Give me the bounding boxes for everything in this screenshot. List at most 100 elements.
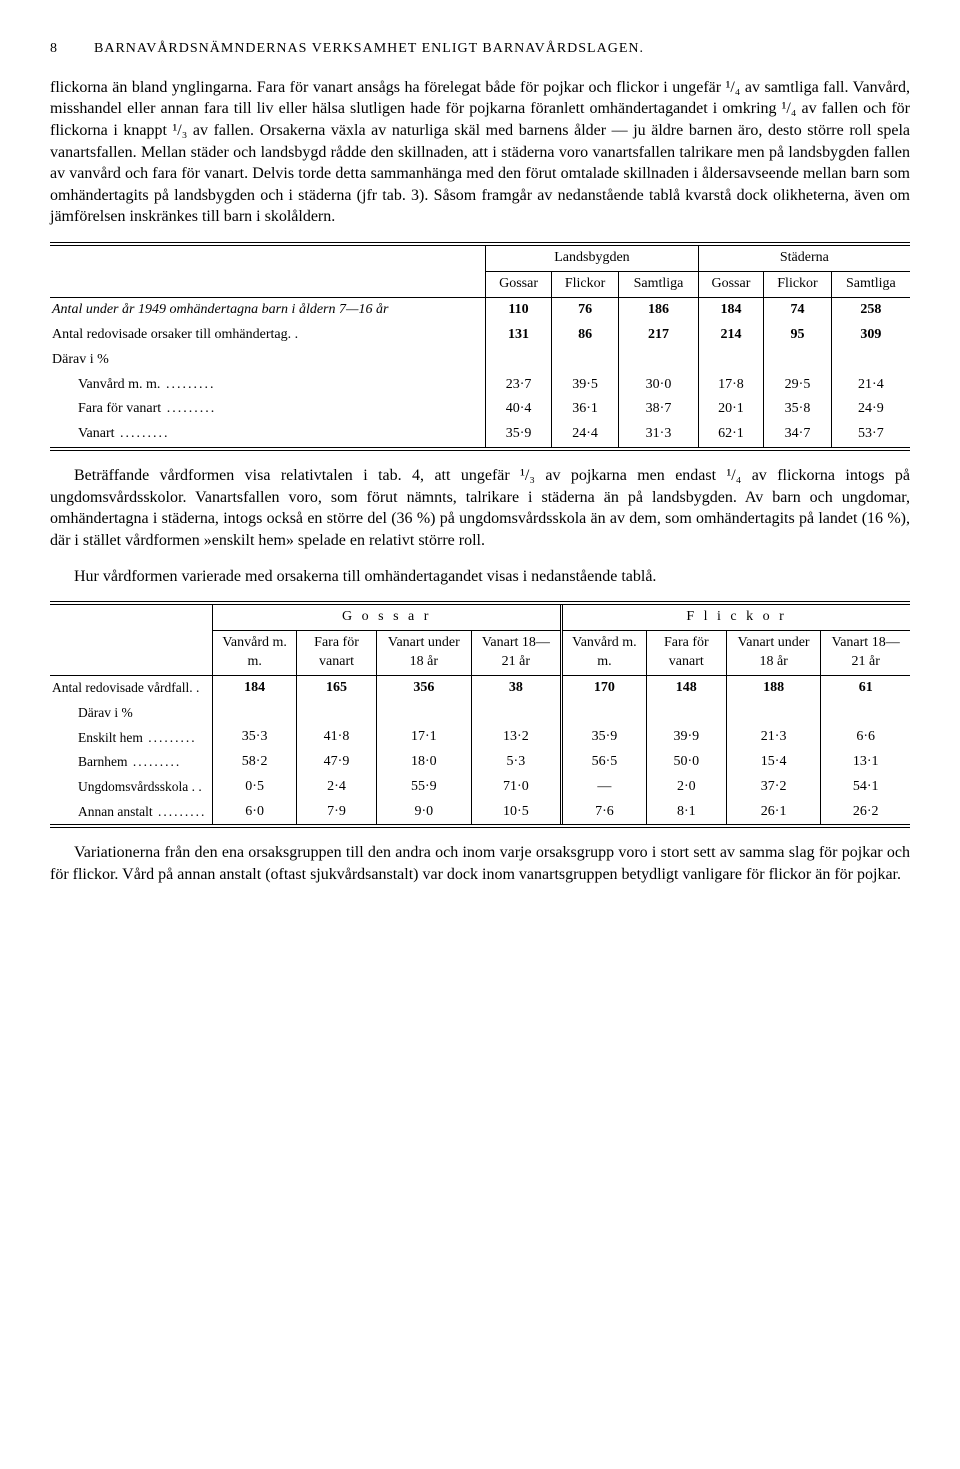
cell	[377, 701, 471, 725]
cell: 20·1	[698, 397, 764, 422]
t1-group-landsbygden: Landsbygden	[486, 244, 698, 271]
paragraph-3: Hur vårdformen varierade med orsakerna t…	[50, 566, 910, 588]
cell: 309	[831, 323, 910, 348]
cell: 53·7	[831, 422, 910, 449]
cell: 74	[764, 297, 832, 322]
row-label: Därav i %	[50, 348, 486, 373]
table-row: Annan anstalt6·07·99·010·57·68·126·126·2	[50, 800, 910, 827]
cell: 54·1	[821, 775, 910, 800]
row-label: Ungdomsvårdsskola . .	[50, 775, 213, 800]
cell	[831, 348, 910, 373]
cell: 13·1	[821, 750, 910, 775]
cell: 217	[619, 323, 698, 348]
cell: 7·6	[562, 800, 647, 827]
row-label: Vanvård m. m.	[50, 373, 486, 398]
cell: 170	[562, 675, 647, 700]
table-row: Fara för vanart40·436·138·720·135·824·9	[50, 397, 910, 422]
cell: 18·0	[377, 750, 471, 775]
row-label: Antal redovisade vårdfall. .	[50, 675, 213, 700]
t2-col: Vanvård m. m.	[213, 631, 297, 676]
cell: 62·1	[698, 422, 764, 449]
t1-group-staderna: Städerna	[698, 244, 910, 271]
cell: 186	[619, 297, 698, 322]
cell: 184	[213, 675, 297, 700]
cell: 36·1	[551, 397, 619, 422]
cell: 8·1	[646, 800, 726, 827]
cell: 76	[551, 297, 619, 322]
cell: 86	[551, 323, 619, 348]
cell	[213, 701, 297, 725]
cell: 47·9	[296, 750, 376, 775]
cell: 17·8	[698, 373, 764, 398]
cell: 34·7	[764, 422, 832, 449]
cell	[821, 701, 910, 725]
t2-col: Fara för vanart	[646, 631, 726, 676]
t1-col: Flickor	[551, 271, 619, 297]
table-row: Antal redovisade vårdfall. .184165356381…	[50, 675, 910, 700]
cell	[646, 701, 726, 725]
t2-col: Vanart 18—21 år	[821, 631, 910, 676]
cell	[486, 348, 552, 373]
cell: 41·8	[296, 725, 376, 750]
row-label: Antal redovisade orsaker till omhänderta…	[50, 323, 486, 348]
cell: 40·4	[486, 397, 552, 422]
table-row: Antal redovisade orsaker till omhänderta…	[50, 323, 910, 348]
paragraph-2: Beträffande vårdformen visa relativtalen…	[50, 465, 910, 551]
t2-group-flickor: F l i c k o r	[562, 603, 910, 630]
cell: 258	[831, 297, 910, 322]
cell: 23·7	[486, 373, 552, 398]
row-label: Barnhem	[50, 750, 213, 775]
t2-col: Fara för vanart	[296, 631, 376, 676]
cell	[698, 348, 764, 373]
row-label: Fara för vanart	[50, 397, 486, 422]
cell: 31·3	[619, 422, 698, 449]
cell: 148	[646, 675, 726, 700]
table-row: Enskilt hem35·341·817·113·235·939·921·36…	[50, 725, 910, 750]
cell: 56·5	[562, 750, 647, 775]
row-label: Annan anstalt	[50, 800, 213, 827]
cell: 35·8	[764, 397, 832, 422]
cell: 50·0	[646, 750, 726, 775]
row-label: Antal under år 1949 omhändertagna barn i…	[50, 297, 486, 322]
cell: 110	[486, 297, 552, 322]
t2-col: Vanart under 18 år	[726, 631, 820, 676]
cell: 10·5	[471, 800, 562, 827]
table-row: Därav i %	[50, 348, 910, 373]
cell: —	[562, 775, 647, 800]
cell: 55·9	[377, 775, 471, 800]
cell	[619, 348, 698, 373]
cell: 29·5	[764, 373, 832, 398]
cell: 356	[377, 675, 471, 700]
page-title: BARNAVÅRDSNÄMNDERNAS VERKSAMHET ENLIGT B…	[94, 41, 644, 56]
t1-stub	[50, 244, 486, 297]
cell: 26·2	[821, 800, 910, 827]
t1-col: Samtliga	[831, 271, 910, 297]
paragraph-4: Variationerna från den ena orsaksgruppen…	[50, 842, 910, 885]
cell: 9·0	[377, 800, 471, 827]
t2-col: Vanvård m. m.	[562, 631, 647, 676]
cell: 39·9	[646, 725, 726, 750]
t2-group-gossar: G o s s a r	[213, 603, 562, 630]
cell: 2·0	[646, 775, 726, 800]
t1-col: Flickor	[764, 271, 832, 297]
cell: 35·9	[486, 422, 552, 449]
cell: 214	[698, 323, 764, 348]
cell: 165	[296, 675, 376, 700]
cell: 35·9	[562, 725, 647, 750]
cell: 2·4	[296, 775, 376, 800]
t2-col: Vanart under 18 år	[377, 631, 471, 676]
cell: 13·2	[471, 725, 562, 750]
cell: 0·5	[213, 775, 297, 800]
cell	[471, 701, 562, 725]
cell: 37·2	[726, 775, 820, 800]
cell: 71·0	[471, 775, 562, 800]
cell: 38	[471, 675, 562, 700]
cell: 21·4	[831, 373, 910, 398]
table-row: Vanvård m. m.23·739·530·017·829·521·4	[50, 373, 910, 398]
cell: 95	[764, 323, 832, 348]
cell: 15·4	[726, 750, 820, 775]
cell: 188	[726, 675, 820, 700]
cell: 35·3	[213, 725, 297, 750]
paragraph-1: flickorna än bland ynglingarna. Fara för…	[50, 77, 910, 228]
cell: 58·2	[213, 750, 297, 775]
